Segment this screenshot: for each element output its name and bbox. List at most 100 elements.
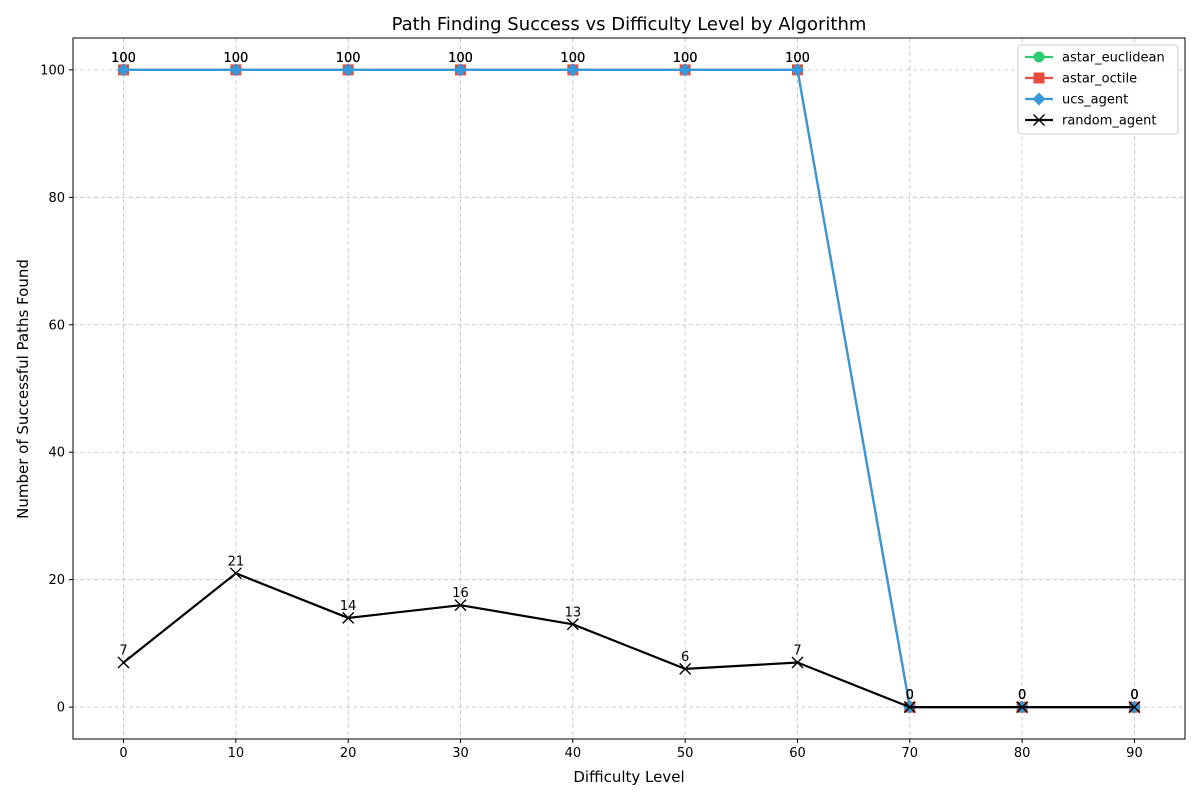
legend-label: ucs_agent [1062,93,1128,108]
data-label: 100 [336,51,361,66]
data-point [566,63,580,77]
legend-label: astar_octile [1062,72,1137,87]
data-label: 100 [448,51,473,66]
legend-marker [1032,92,1046,106]
data-point [678,63,692,77]
data-label: 100 [448,51,473,66]
data-label: 7 [793,644,801,659]
data-label: 100 [111,51,136,66]
data-point [117,63,131,77]
legend-label: random_agent [1062,114,1156,129]
data-label: 0 [906,688,914,703]
data-label: 0 [906,688,914,703]
data-point [679,662,692,675]
data-point [454,63,468,77]
x-axis-ticks: 0 10 20 30 40 50 60 70 80 90 [119,739,1143,761]
data-label: 0 [906,688,914,703]
data-point [229,63,243,77]
grid [73,38,1185,739]
legend-label: astar_euclidean [1062,51,1165,66]
legend-marker [1033,114,1045,126]
y-tick-label: 60 [48,318,65,333]
data-label: 0 [1018,688,1026,703]
data-point [341,63,355,77]
data-label: 100 [785,51,810,66]
series-layer [117,63,1141,714]
data-point [790,63,804,77]
data-label: 0 [1018,688,1026,703]
legend: astar_euclidean astar_octile ucs_agentrand… [1017,44,1179,135]
plot-frame [72,37,1186,740]
data-label: 100 [673,51,698,66]
x-tick-label: 60 [789,746,806,761]
data-point [791,656,804,669]
data-point [903,701,916,714]
legend-item: astar_euclidean [1025,51,1165,66]
y-axis-ticks: 0 20 40 60 80 100 [40,63,73,716]
x-tick-label: 70 [902,746,919,761]
x-tick-label: 20 [340,746,357,761]
data-label: 100 [560,51,585,66]
data-point [566,618,579,631]
data-point [342,611,355,624]
chart-title: Path Finding Success vs Difficulty Level… [392,14,867,35]
x-tick-label: 40 [565,746,582,761]
data-label: 100 [111,51,136,66]
y-tick-label: 40 [48,446,65,461]
legend-item: ucs_agent [1025,92,1128,108]
data-label: 0 [1130,688,1138,703]
data-label: 100 [560,51,585,66]
y-axis-label: Number of Successful Paths Found [14,259,32,519]
x-tick-label: 0 [119,746,127,761]
data-label: 100 [673,51,698,66]
data-point [1128,701,1141,714]
data-label: 100 [223,51,248,66]
data-label: 7 [119,644,127,659]
data-label: 6 [681,650,689,665]
data-point [1016,701,1029,714]
data-label: 100 [336,51,361,66]
x-axis-label: Difficulty Level [573,768,684,786]
data-label: 0 [1018,688,1026,703]
legend-marker [1033,51,1045,63]
data-label: 0 [906,688,914,703]
legend-item: astar_octile [1025,72,1137,87]
x-tick-label: 90 [1126,746,1143,761]
data-label: 100 [785,51,810,66]
data-point [229,567,242,580]
y-tick-label: 20 [48,573,65,588]
x-tick-label: 10 [228,746,245,761]
x-tick-label: 50 [677,746,694,761]
data-label: 13 [565,605,582,620]
data-label: 0 [1018,688,1026,703]
legend-items: astar_euclidean astar_octile ucs_agentrand… [1025,51,1165,129]
data-label: 0 [1130,688,1138,703]
legend-item: random_agent [1025,114,1156,129]
data-label: 0 [1130,688,1138,703]
data-point [454,599,467,612]
data-point [117,656,130,669]
data-label: 100 [560,51,585,66]
data-label: 100 [223,51,248,66]
data-label: 100 [336,51,361,66]
data-label: 100 [223,51,248,66]
series-random_agent [117,567,1141,714]
legend-marker [1033,72,1045,84]
data-label: 100 [448,51,473,66]
data-label: 100 [111,51,136,66]
x-tick-label: 30 [452,746,469,761]
legend-box [1017,44,1179,135]
data-label: 100 [673,51,698,66]
data-label: 16 [452,586,469,601]
x-tick-label: 80 [1014,746,1031,761]
data-label: 14 [340,599,357,614]
data-label: 21 [228,554,245,569]
y-tick-label: 80 [48,191,65,206]
data-label: 0 [1130,688,1138,703]
data-label: 100 [785,51,810,66]
y-tick-label: 100 [40,63,65,78]
y-tick-label: 0 [57,701,65,716]
